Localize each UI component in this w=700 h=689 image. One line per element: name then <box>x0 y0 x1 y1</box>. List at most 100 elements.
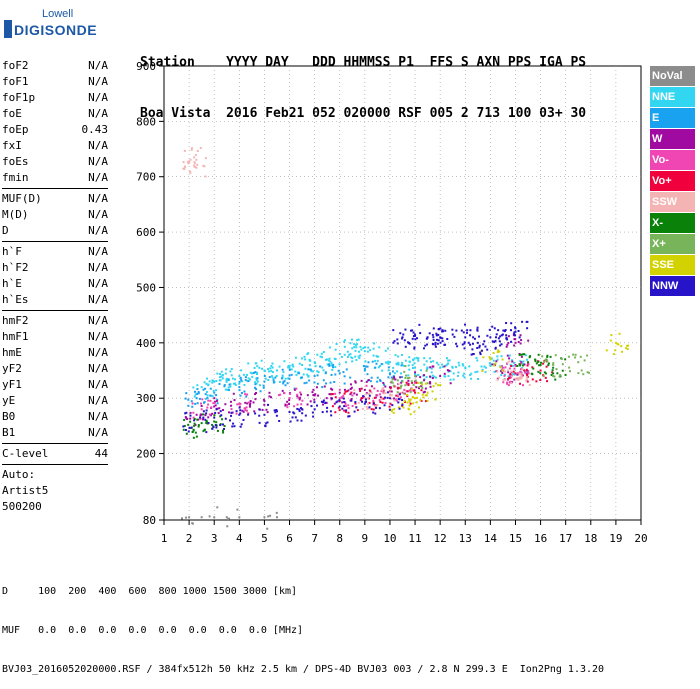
data-point <box>367 403 370 406</box>
data-point <box>189 414 192 417</box>
data-point <box>358 350 361 353</box>
data-point <box>507 371 510 374</box>
data-point <box>191 522 194 525</box>
data-point <box>463 347 466 350</box>
data-point <box>255 388 258 391</box>
param-row-md: M(D) N/A <box>2 207 108 223</box>
data-point <box>392 375 395 378</box>
data-point <box>307 368 310 371</box>
data-point <box>288 364 291 367</box>
data-point <box>283 380 286 383</box>
data-point <box>334 373 337 376</box>
data-point <box>262 386 265 389</box>
data-point <box>419 399 422 402</box>
data-point <box>281 389 284 392</box>
data-point <box>349 387 352 390</box>
param-row-fmin: fmin N/A <box>2 170 108 186</box>
x-tick-label: 6 <box>286 532 293 545</box>
data-point <box>207 384 210 387</box>
data-point <box>610 334 613 337</box>
data-point <box>399 372 402 375</box>
data-point <box>248 405 251 408</box>
data-point <box>379 379 382 382</box>
data-point <box>254 393 257 396</box>
data-point <box>313 375 316 378</box>
data-point <box>561 363 564 366</box>
data-point <box>434 398 437 401</box>
data-point <box>327 359 330 362</box>
data-point <box>296 395 299 398</box>
data-point <box>219 424 222 427</box>
data-point <box>452 372 455 375</box>
data-point <box>538 364 541 367</box>
param-name: h`Es <box>2 293 29 306</box>
legend: NoVal NNE E W Vo- Vo+ SSW X- X+ SSE NNW <box>650 66 695 297</box>
data-point <box>388 361 391 364</box>
data-point <box>419 376 422 379</box>
data-point <box>244 393 247 396</box>
data-point <box>247 401 250 404</box>
data-point <box>605 349 608 352</box>
data-point <box>351 394 354 397</box>
data-point <box>420 399 423 402</box>
param-value: N/A <box>88 139 108 152</box>
data-point <box>218 382 221 385</box>
data-point <box>302 373 305 376</box>
param-value: N/A <box>88 208 108 221</box>
data-point <box>296 407 299 410</box>
series-e <box>184 360 404 408</box>
data-point <box>513 367 516 370</box>
data-point <box>547 364 550 367</box>
data-point <box>292 411 295 414</box>
data-point <box>496 370 499 373</box>
data-point <box>271 371 274 374</box>
data-point <box>382 397 385 400</box>
data-point <box>300 357 303 360</box>
data-point <box>330 362 333 365</box>
data-point <box>397 392 400 395</box>
data-point <box>523 369 526 372</box>
data-point <box>188 516 191 519</box>
data-point <box>325 401 328 404</box>
data-point <box>419 332 422 335</box>
data-point <box>304 367 307 370</box>
data-point <box>614 341 617 344</box>
data-point <box>455 329 458 332</box>
data-point <box>404 376 407 379</box>
data-point <box>194 390 197 393</box>
data-point <box>412 335 415 338</box>
legend-item-w: W <box>650 129 695 149</box>
data-point <box>526 358 529 361</box>
data-point <box>309 359 312 362</box>
data-point <box>347 415 350 418</box>
data-point <box>322 369 325 372</box>
param-value: N/A <box>88 261 108 274</box>
data-point <box>219 373 222 376</box>
data-point <box>295 373 298 376</box>
data-point <box>546 354 549 357</box>
data-point <box>552 366 555 369</box>
data-point <box>227 378 230 381</box>
data-point <box>325 397 328 400</box>
data-point <box>397 361 400 364</box>
data-point <box>215 389 218 392</box>
data-point <box>365 405 368 408</box>
data-point <box>434 382 437 385</box>
data-point <box>347 404 350 407</box>
data-point <box>254 381 257 384</box>
param-name: hmF1 <box>2 330 29 343</box>
data-point <box>255 377 258 380</box>
data-point <box>345 361 348 364</box>
parameter-panel: foF2 N/A foF1 N/A foF1p N/A foE N/A foEp 0.43 fxI N… <box>2 58 108 515</box>
data-point <box>224 417 227 420</box>
data-point <box>310 405 313 408</box>
data-point <box>569 370 572 373</box>
data-point <box>452 378 455 381</box>
data-point <box>244 379 247 382</box>
data-point <box>520 339 523 342</box>
data-point <box>392 384 395 387</box>
data-point <box>185 432 188 435</box>
data-point <box>324 402 327 405</box>
param-name: D <box>2 224 9 237</box>
data-point <box>363 367 366 370</box>
